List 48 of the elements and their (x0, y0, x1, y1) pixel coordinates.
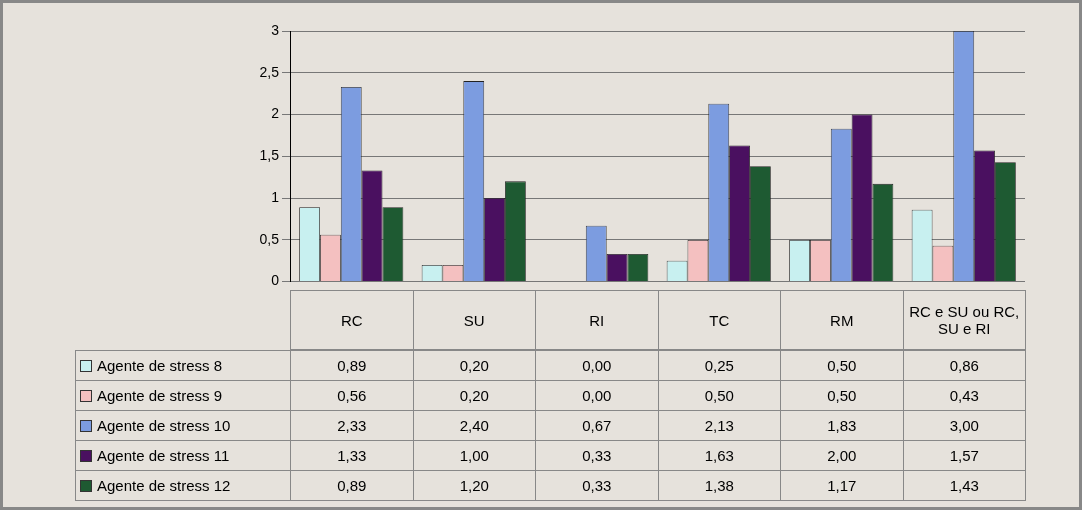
data-label: 0,56 (290, 380, 414, 411)
data-label: 0,50 (780, 380, 904, 411)
x-tick-label: SU (412, 290, 536, 350)
data-label: 2,13 (657, 410, 781, 441)
legend-label: Agente de stress 12 (97, 477, 231, 494)
data-label: 2,00 (780, 440, 904, 471)
data-label: 0,33 (535, 470, 659, 501)
y-tick-label: 2,5 (259, 63, 280, 80)
data-label: 1,38 (657, 470, 781, 501)
data-label: 0,33 (535, 440, 659, 471)
data-label: 1,00 (412, 440, 536, 471)
data-label: 0,50 (780, 350, 904, 381)
legend-label: Agente de stress 11 (97, 447, 230, 464)
y-tick-label: 0,5 (259, 230, 280, 247)
data-label: 0,67 (535, 410, 659, 441)
data-label: 0,20 (412, 380, 536, 411)
data-label: 1,57 (902, 440, 1026, 471)
data-label: 0,25 (657, 350, 781, 381)
x-tick-label: RI (535, 290, 659, 350)
data-label: 1,43 (902, 470, 1026, 501)
data-label: 2,40 (412, 410, 536, 441)
data-label: 0,86 (902, 350, 1026, 381)
x-tick-label: RM (780, 290, 904, 350)
data-label: 1,17 (780, 470, 904, 501)
x-tick-label: RC e SU ou RC, SU e RI (902, 290, 1026, 350)
data-label: 0,89 (290, 470, 414, 501)
data-label: 2,33 (290, 410, 414, 441)
y-tick-label: 0 (271, 272, 280, 289)
x-tick-label: RC (290, 290, 414, 350)
y-tick-label: 2 (271, 105, 280, 122)
data-label: 0,00 (535, 350, 659, 381)
data-label: 1,33 (290, 440, 414, 471)
legend-label: Agente de stress 10 (97, 417, 231, 434)
data-label: 1,20 (412, 470, 536, 501)
y-tick-label: 3 (271, 21, 280, 38)
data-label: 0,89 (290, 350, 414, 381)
x-tick-label: TC (657, 290, 781, 350)
data-label: 0,43 (902, 380, 1026, 411)
data-label: 1,83 (780, 410, 904, 441)
data-label: 1,63 (657, 440, 781, 471)
y-tick-label: 1 (271, 188, 280, 205)
data-label: 0,50 (657, 380, 781, 411)
data-label: 3,00 (902, 410, 1026, 441)
legend-label: Agente de stress 9 (97, 387, 223, 404)
data-label: 0,00 (535, 380, 659, 411)
y-tick-label: 1,5 (259, 147, 280, 164)
data-label: 0,20 (412, 350, 536, 381)
legend-label: Agente de stress 8 (97, 357, 223, 374)
